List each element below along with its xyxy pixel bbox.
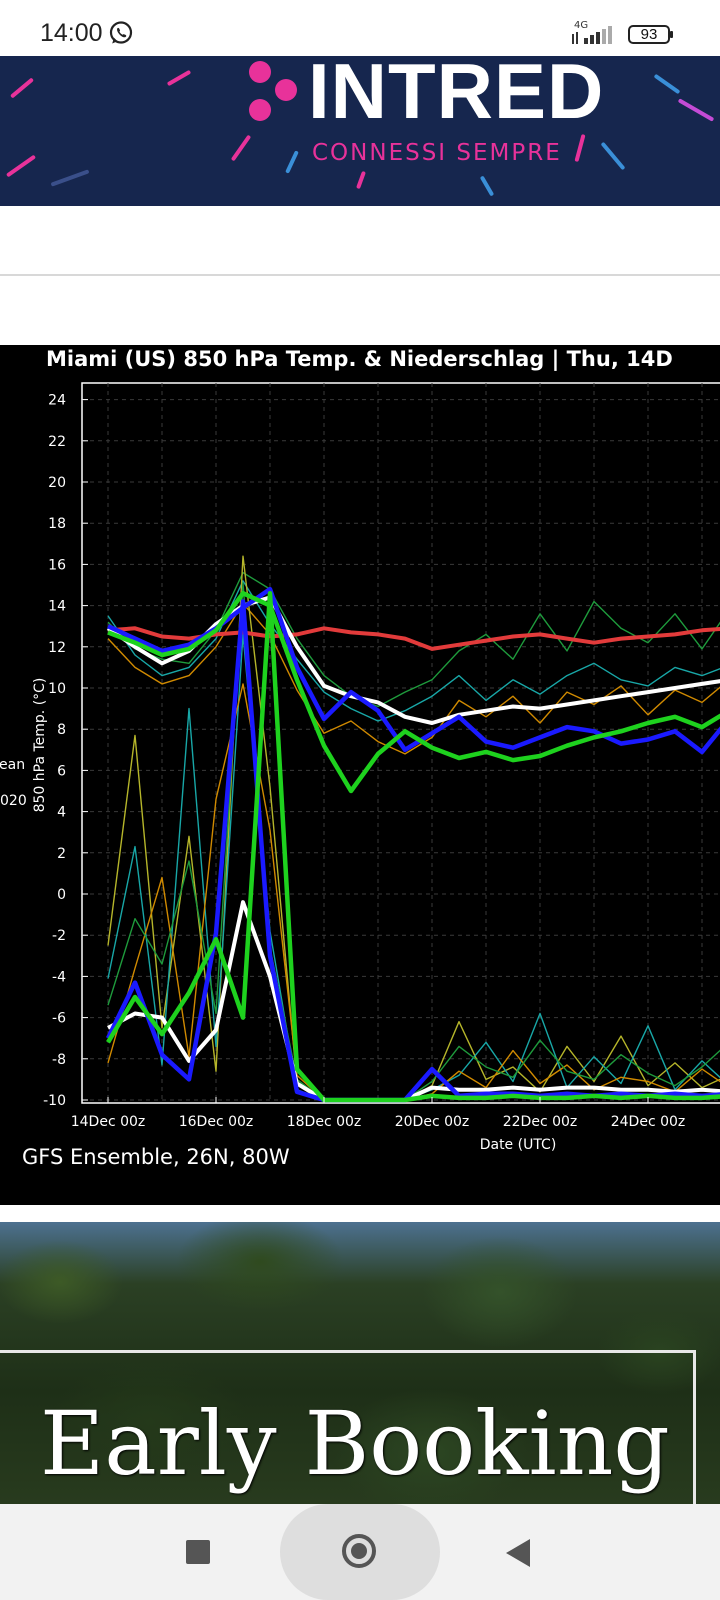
series-line	[107, 590, 720, 794]
battery-level: 93	[640, 26, 658, 43]
x-tick-label: 16Dec 00z	[179, 1114, 254, 1130]
ad-banner[interactable]: INTRED CONNESSI SEMPRE	[0, 56, 720, 206]
chart-panel: -10 -8 -6 -4 -2 0 2 4 6 8 10 12 14 16 18 20 22 24 14Dec 00…	[0, 345, 720, 1205]
decor-streak	[285, 150, 299, 174]
y-tick-label: 20	[48, 475, 66, 491]
x-tick-label: 24Dec 00z	[611, 1114, 686, 1130]
plot-frame	[81, 382, 720, 1104]
y-tick-label: 2	[57, 846, 66, 862]
y-tick-label: -6	[52, 1011, 66, 1027]
intred-logo-icon	[249, 61, 297, 121]
photo-ad[interactable]: Early Booking	[0, 1222, 720, 1504]
decor-streak	[9, 77, 35, 99]
battery-icon	[628, 25, 673, 44]
series-line	[106, 595, 720, 725]
y-tick-label: 10	[48, 681, 66, 697]
recents-button[interactable]	[186, 1540, 210, 1564]
y-tick-label: 8	[57, 722, 66, 738]
y-tick-label: -10	[43, 1093, 66, 1109]
x-tick-label: 14Dec 00z	[71, 1114, 146, 1130]
y-tick-label: -4	[52, 969, 66, 985]
y-tick-label: 4	[57, 805, 66, 821]
chart-credit: GFS Ensemble, 26N, 80W	[22, 1145, 290, 1169]
decor-streak	[600, 141, 626, 171]
series-line	[106, 590, 720, 1103]
edge-fragment: 020	[0, 793, 27, 809]
y-tick-label: -8	[52, 1052, 66, 1068]
decor-streak	[5, 154, 37, 178]
back-button[interactable]	[506, 1539, 530, 1567]
blank-section	[0, 206, 720, 276]
decor-streak	[230, 134, 252, 162]
y-tick-label: 18	[48, 516, 66, 532]
decor-streak	[653, 73, 681, 95]
chart-title: Miami (US) 850 hPa Temp. & Niederschlag …	[46, 347, 673, 371]
y-axis-label: 850 hPa Temp. (°C)	[32, 678, 48, 813]
photo-frame	[0, 1350, 696, 1504]
decor-streak	[574, 133, 586, 163]
y-tick-label: 0	[57, 887, 66, 903]
photo-ad-title: Early Booking	[40, 1392, 670, 1495]
y-tick-label: 6	[57, 763, 66, 779]
x-axis-label: Date (UTC)	[480, 1137, 557, 1153]
x-tick-label: 18Dec 00z	[287, 1114, 362, 1130]
decor-streak	[479, 175, 495, 197]
series-line	[107, 900, 720, 1102]
y-tick-label: 22	[48, 434, 66, 450]
decor-streak	[677, 98, 715, 122]
ad-brand: INTRED	[308, 56, 605, 135]
ad-tagline: CONNESSI SEMPRE	[312, 140, 562, 166]
series-line	[107, 555, 720, 1101]
x-tick-label: 20Dec 00z	[395, 1114, 470, 1130]
status-bar: 14:00 4G 93	[0, 0, 720, 56]
decor-streak	[50, 169, 90, 187]
series-line	[107, 602, 720, 755]
y-tick-label: 12	[48, 640, 66, 656]
x-tick-label: 22Dec 00z	[503, 1114, 578, 1130]
decor-streak	[166, 69, 192, 87]
y-tick-label: 24	[48, 393, 66, 409]
y-tick-label: 14	[48, 599, 66, 615]
network-type: 4G	[574, 20, 589, 31]
edge-fragment: ean	[0, 757, 25, 773]
whatsapp-icon	[109, 21, 133, 44]
series-line	[107, 626, 720, 651]
home-button[interactable]	[342, 1534, 376, 1568]
y-tick-label: -2	[52, 928, 66, 944]
status-time: 14:00	[40, 19, 103, 47]
series-line	[107, 580, 720, 722]
series-line	[107, 582, 720, 1101]
y-tick-label: 16	[48, 557, 66, 573]
decor-streak	[356, 170, 366, 190]
signal-icon	[572, 26, 612, 44]
